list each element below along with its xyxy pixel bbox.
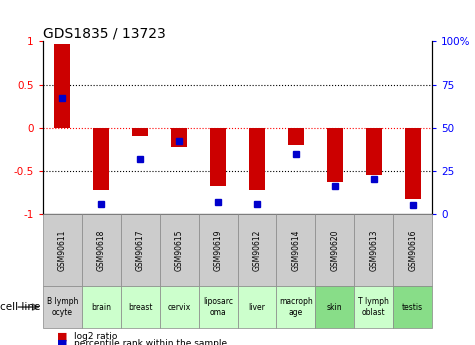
Text: cervix: cervix (168, 303, 190, 312)
Bar (249, 128, 265, 190)
Text: liver: liver (248, 303, 266, 312)
Bar (160, 214, 199, 286)
Text: liposarc
oma: liposarc oma (203, 297, 233, 317)
Bar (354, 214, 393, 286)
Text: testis: testis (402, 303, 423, 312)
Text: cell line: cell line (0, 302, 40, 312)
Text: GSM90620: GSM90620 (331, 229, 339, 271)
Bar (276, 214, 315, 286)
Bar (121, 214, 160, 286)
Text: ■: ■ (57, 338, 67, 345)
Text: GSM90611: GSM90611 (58, 229, 66, 271)
Text: skin: skin (327, 303, 342, 312)
Bar (199, 286, 238, 328)
Bar (43, 286, 82, 328)
Text: brain: brain (91, 303, 111, 312)
Text: GSM90617: GSM90617 (136, 229, 144, 271)
Text: GDS1835 / 13723: GDS1835 / 13723 (43, 26, 165, 40)
Bar (276, 286, 315, 328)
Text: GSM90619: GSM90619 (214, 229, 222, 271)
Text: GSM90615: GSM90615 (175, 229, 183, 271)
Bar (393, 286, 432, 328)
Bar (160, 286, 199, 328)
Bar (199, 214, 238, 286)
Bar (288, 128, 304, 145)
Text: breast: breast (128, 303, 152, 312)
Bar (210, 128, 226, 186)
Bar (171, 128, 187, 147)
Bar (82, 286, 121, 328)
Bar (82, 214, 121, 286)
Text: macroph
age: macroph age (279, 297, 313, 317)
Bar (94, 128, 109, 190)
Text: GSM90612: GSM90612 (253, 229, 261, 271)
Bar (238, 214, 276, 286)
Bar (315, 214, 354, 286)
Bar (366, 128, 381, 175)
Bar (393, 214, 432, 286)
Text: percentile rank within the sample: percentile rank within the sample (74, 339, 227, 345)
Text: log2 ratio: log2 ratio (74, 332, 117, 341)
Bar (238, 286, 276, 328)
Text: GSM90616: GSM90616 (408, 229, 417, 271)
Text: GSM90614: GSM90614 (292, 229, 300, 271)
Bar (121, 286, 160, 328)
Bar (405, 128, 420, 199)
Text: T lymph
oblast: T lymph oblast (359, 297, 390, 317)
Bar (327, 128, 342, 182)
Bar (43, 214, 82, 286)
Bar (315, 286, 354, 328)
Bar (354, 286, 393, 328)
Bar (133, 128, 148, 136)
Text: GSM90618: GSM90618 (97, 229, 105, 271)
Bar (55, 44, 70, 128)
Text: GSM90613: GSM90613 (370, 229, 378, 271)
Text: ■: ■ (57, 332, 67, 341)
Text: B lymph
ocyte: B lymph ocyte (47, 297, 78, 317)
